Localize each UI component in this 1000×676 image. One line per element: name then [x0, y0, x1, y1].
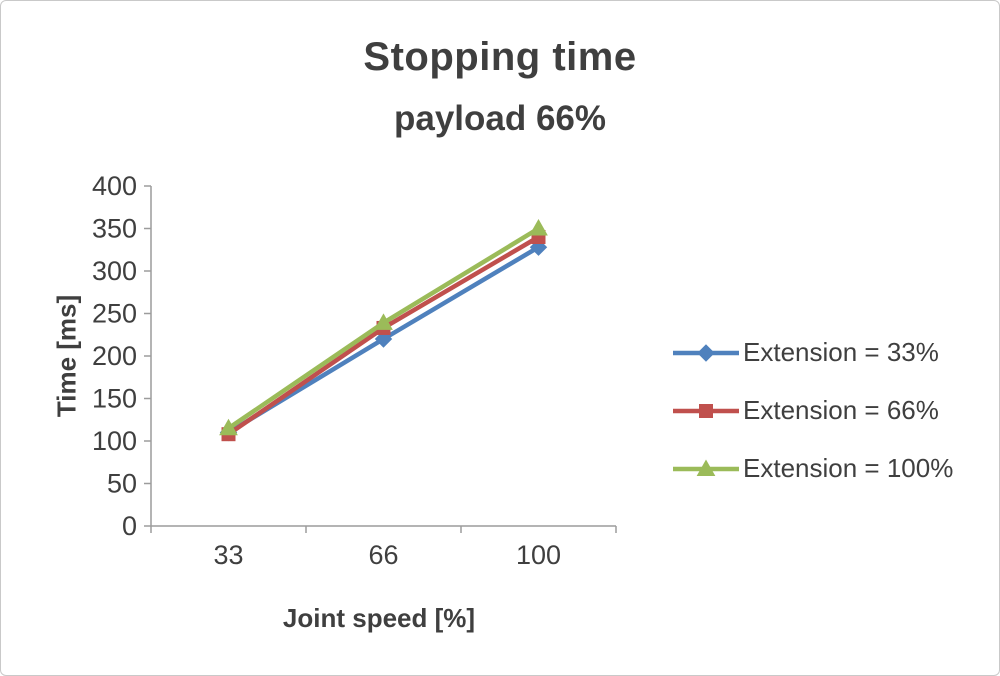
data-point-marker: [374, 313, 393, 330]
data-point-marker: [219, 418, 238, 436]
x-axis-tick-label: 66: [368, 540, 398, 570]
chart-subtitle: payload 66%: [393, 99, 607, 138]
y-axis-tick-label: 100: [92, 426, 137, 456]
data-point-marker: [374, 330, 393, 348]
legend-marker-triangle-icon: [673, 458, 739, 476]
x-axis-title: Joint speed [%]: [282, 603, 476, 633]
data-point-marker: [696, 458, 716, 476]
chart-title: Stopping time: [363, 35, 637, 79]
y-axis-tick-label: 350: [92, 214, 137, 244]
legend-item: Extension = 66%: [673, 395, 953, 426]
legend-marker-diamond-icon: [673, 343, 739, 362]
legend-marker-square-icon: [673, 403, 739, 418]
data-point-marker: [699, 403, 713, 418]
y-axis-tick-label: 200: [92, 341, 137, 371]
plot-area: 0 50 100 150 200 250 300 350 400 33 66 100: [92, 171, 617, 570]
x-axis-tick-label: 33: [213, 540, 243, 570]
legend: Extension = 33% Extension = 66% Extensio…: [673, 337, 953, 484]
y-axis-tick-label: 400: [92, 171, 137, 201]
legend-item-label: Extension = 66%: [743, 395, 939, 425]
data-point-marker: [697, 343, 715, 362]
legend-item: Extension = 33%: [673, 337, 953, 368]
data-point-marker: [529, 218, 548, 236]
legend-item-label: Extension = 100%: [743, 453, 954, 483]
y-axis-tick-label: 250: [92, 299, 137, 329]
y-axis-tick-label: 0: [122, 511, 137, 541]
y-axis-tick-label: 150: [92, 384, 137, 414]
legend-item-label: Extension = 33%: [743, 337, 939, 367]
x-axis-tick-label: 100: [516, 540, 561, 570]
legend-item: Extension = 100%: [673, 453, 953, 484]
y-axis-tick-label: 300: [92, 256, 137, 286]
y-axis-tick-label: 50: [107, 469, 137, 499]
